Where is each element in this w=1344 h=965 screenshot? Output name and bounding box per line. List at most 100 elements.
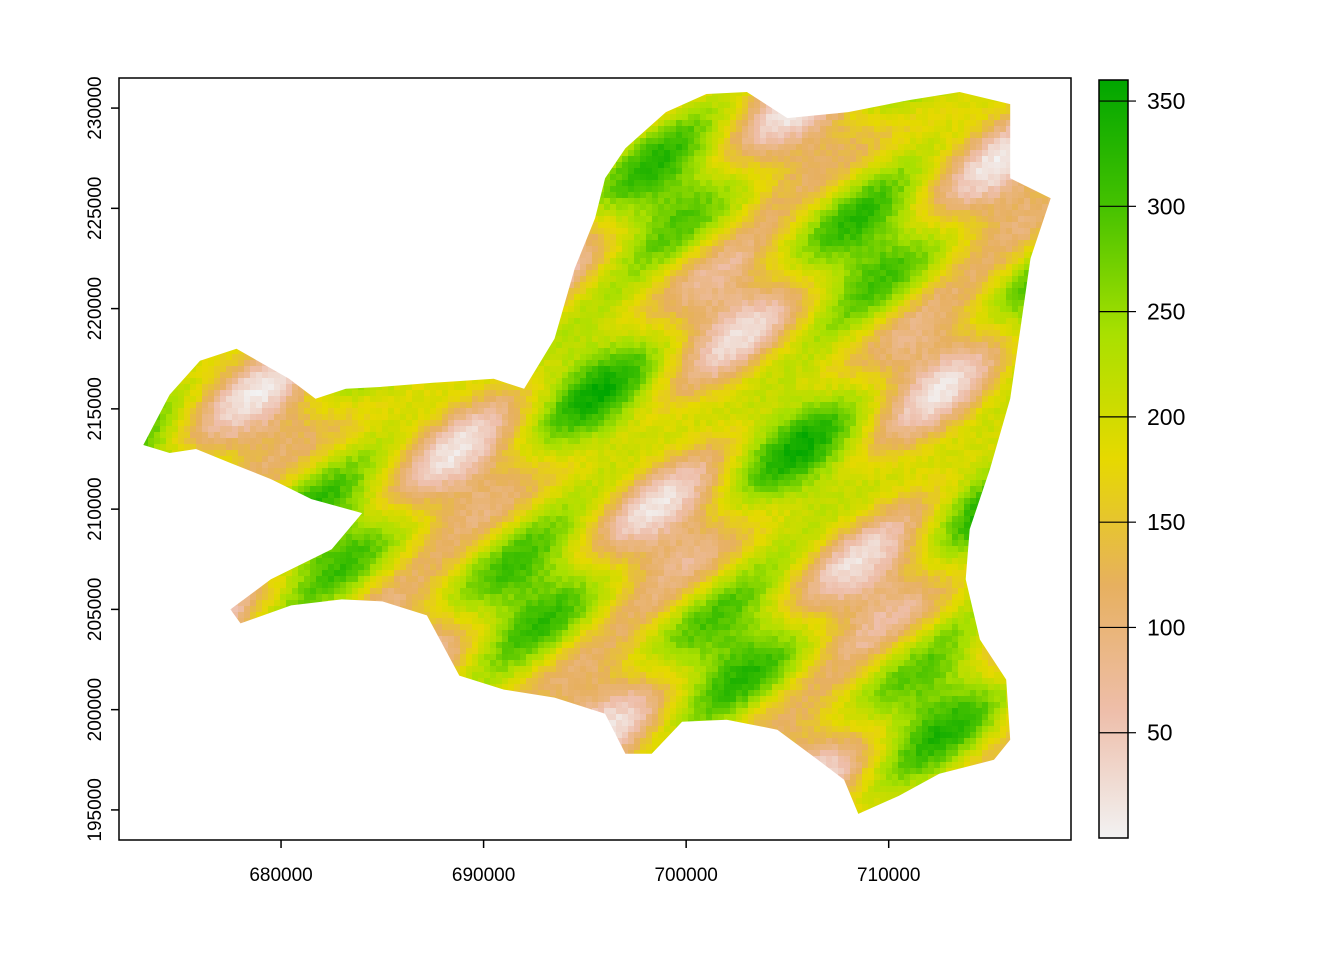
raster-cell — [370, 144, 376, 150]
raster-cell — [574, 252, 580, 258]
raster-cell — [298, 138, 304, 144]
raster-cell — [898, 264, 904, 270]
raster-cell — [874, 102, 880, 108]
raster-cell — [502, 228, 508, 234]
raster-cell — [1054, 114, 1060, 120]
raster-cell — [190, 96, 196, 102]
raster-cell — [664, 204, 670, 210]
raster-cell — [358, 92, 364, 96]
raster-cell — [370, 252, 376, 258]
raster-cell — [694, 198, 700, 204]
raster-cell — [382, 180, 388, 186]
raster-cell — [316, 92, 322, 96]
raster-cell — [400, 192, 406, 198]
raster-cell — [562, 114, 568, 120]
raster-cell — [826, 180, 832, 186]
raster-cell — [646, 264, 652, 270]
raster-cell — [190, 180, 196, 186]
raster-cell — [898, 180, 904, 186]
raster-cell — [286, 264, 292, 270]
raster-cell — [616, 222, 622, 228]
raster-cell — [262, 132, 268, 138]
raster-cell — [316, 186, 322, 192]
raster-cell — [178, 192, 184, 198]
raster-cell — [742, 120, 748, 126]
raster-cell — [172, 162, 178, 168]
raster-cell — [340, 84, 346, 90]
raster-cell — [502, 234, 508, 240]
raster-cell — [970, 210, 976, 216]
raster-cell — [526, 150, 532, 156]
raster-cell — [250, 156, 256, 162]
raster-cell — [610, 144, 616, 150]
raster-cell — [298, 198, 304, 204]
raster-cell — [388, 204, 394, 210]
raster-cell — [346, 210, 352, 216]
raster-cell — [124, 252, 130, 258]
raster-cell — [412, 258, 418, 264]
raster-cell — [664, 114, 670, 120]
raster-cell — [178, 114, 184, 120]
raster-cell — [652, 192, 658, 198]
raster-cell — [820, 264, 826, 270]
raster-cell — [1012, 252, 1018, 258]
raster-cell — [652, 228, 658, 234]
raster-cell — [748, 132, 754, 138]
raster-cell — [292, 222, 298, 228]
raster-cell — [400, 186, 406, 192]
raster-cell — [754, 192, 760, 198]
raster-cell — [436, 186, 442, 192]
raster-cell — [1018, 192, 1024, 198]
raster-cell — [958, 96, 964, 102]
raster-cell — [130, 198, 136, 204]
raster-cell — [916, 120, 922, 126]
raster-cell — [940, 222, 946, 228]
raster-cell — [544, 198, 550, 204]
raster-cell — [160, 120, 166, 126]
raster-cell — [832, 240, 838, 246]
raster-cell — [430, 162, 436, 168]
raster-cell — [724, 120, 730, 126]
raster-cell — [736, 204, 742, 210]
raster-cell — [238, 228, 244, 234]
raster-cell — [784, 84, 790, 90]
raster-cell — [838, 180, 844, 186]
raster-cell — [226, 192, 232, 198]
raster-cell — [574, 234, 580, 240]
raster-cell — [143, 252, 148, 258]
raster-cell — [724, 186, 730, 192]
raster-cell — [268, 204, 274, 210]
raster-cell — [886, 108, 892, 114]
raster-cell — [712, 150, 718, 156]
raster-cell — [556, 174, 562, 180]
raster-cell — [262, 84, 268, 90]
raster-cell — [880, 252, 886, 258]
raster-cell — [202, 126, 208, 132]
raster-cell — [784, 120, 790, 126]
raster-cell — [460, 240, 466, 246]
raster-cell — [1024, 222, 1030, 228]
raster-cell — [574, 168, 580, 174]
raster-cell — [1000, 126, 1006, 132]
raster-cell — [730, 114, 736, 120]
raster-cell — [376, 138, 382, 144]
raster-cell — [436, 180, 442, 186]
raster-cell — [484, 150, 490, 156]
raster-cell — [700, 108, 706, 114]
raster-cell — [616, 186, 622, 192]
raster-cell — [1060, 186, 1066, 192]
raster-cell — [982, 198, 988, 204]
raster-cell — [592, 156, 598, 162]
raster-cell — [652, 138, 658, 144]
raster-cell — [1024, 102, 1030, 108]
raster-cell — [934, 216, 940, 222]
raster-cell — [994, 114, 1000, 120]
raster-cell — [610, 192, 616, 198]
raster-cell — [130, 108, 136, 114]
raster-cell — [1036, 240, 1042, 246]
raster-cell — [664, 180, 670, 186]
raster-cell — [304, 126, 310, 132]
raster-cell — [790, 156, 796, 162]
raster-cell — [718, 210, 724, 216]
raster-cell — [802, 210, 808, 216]
